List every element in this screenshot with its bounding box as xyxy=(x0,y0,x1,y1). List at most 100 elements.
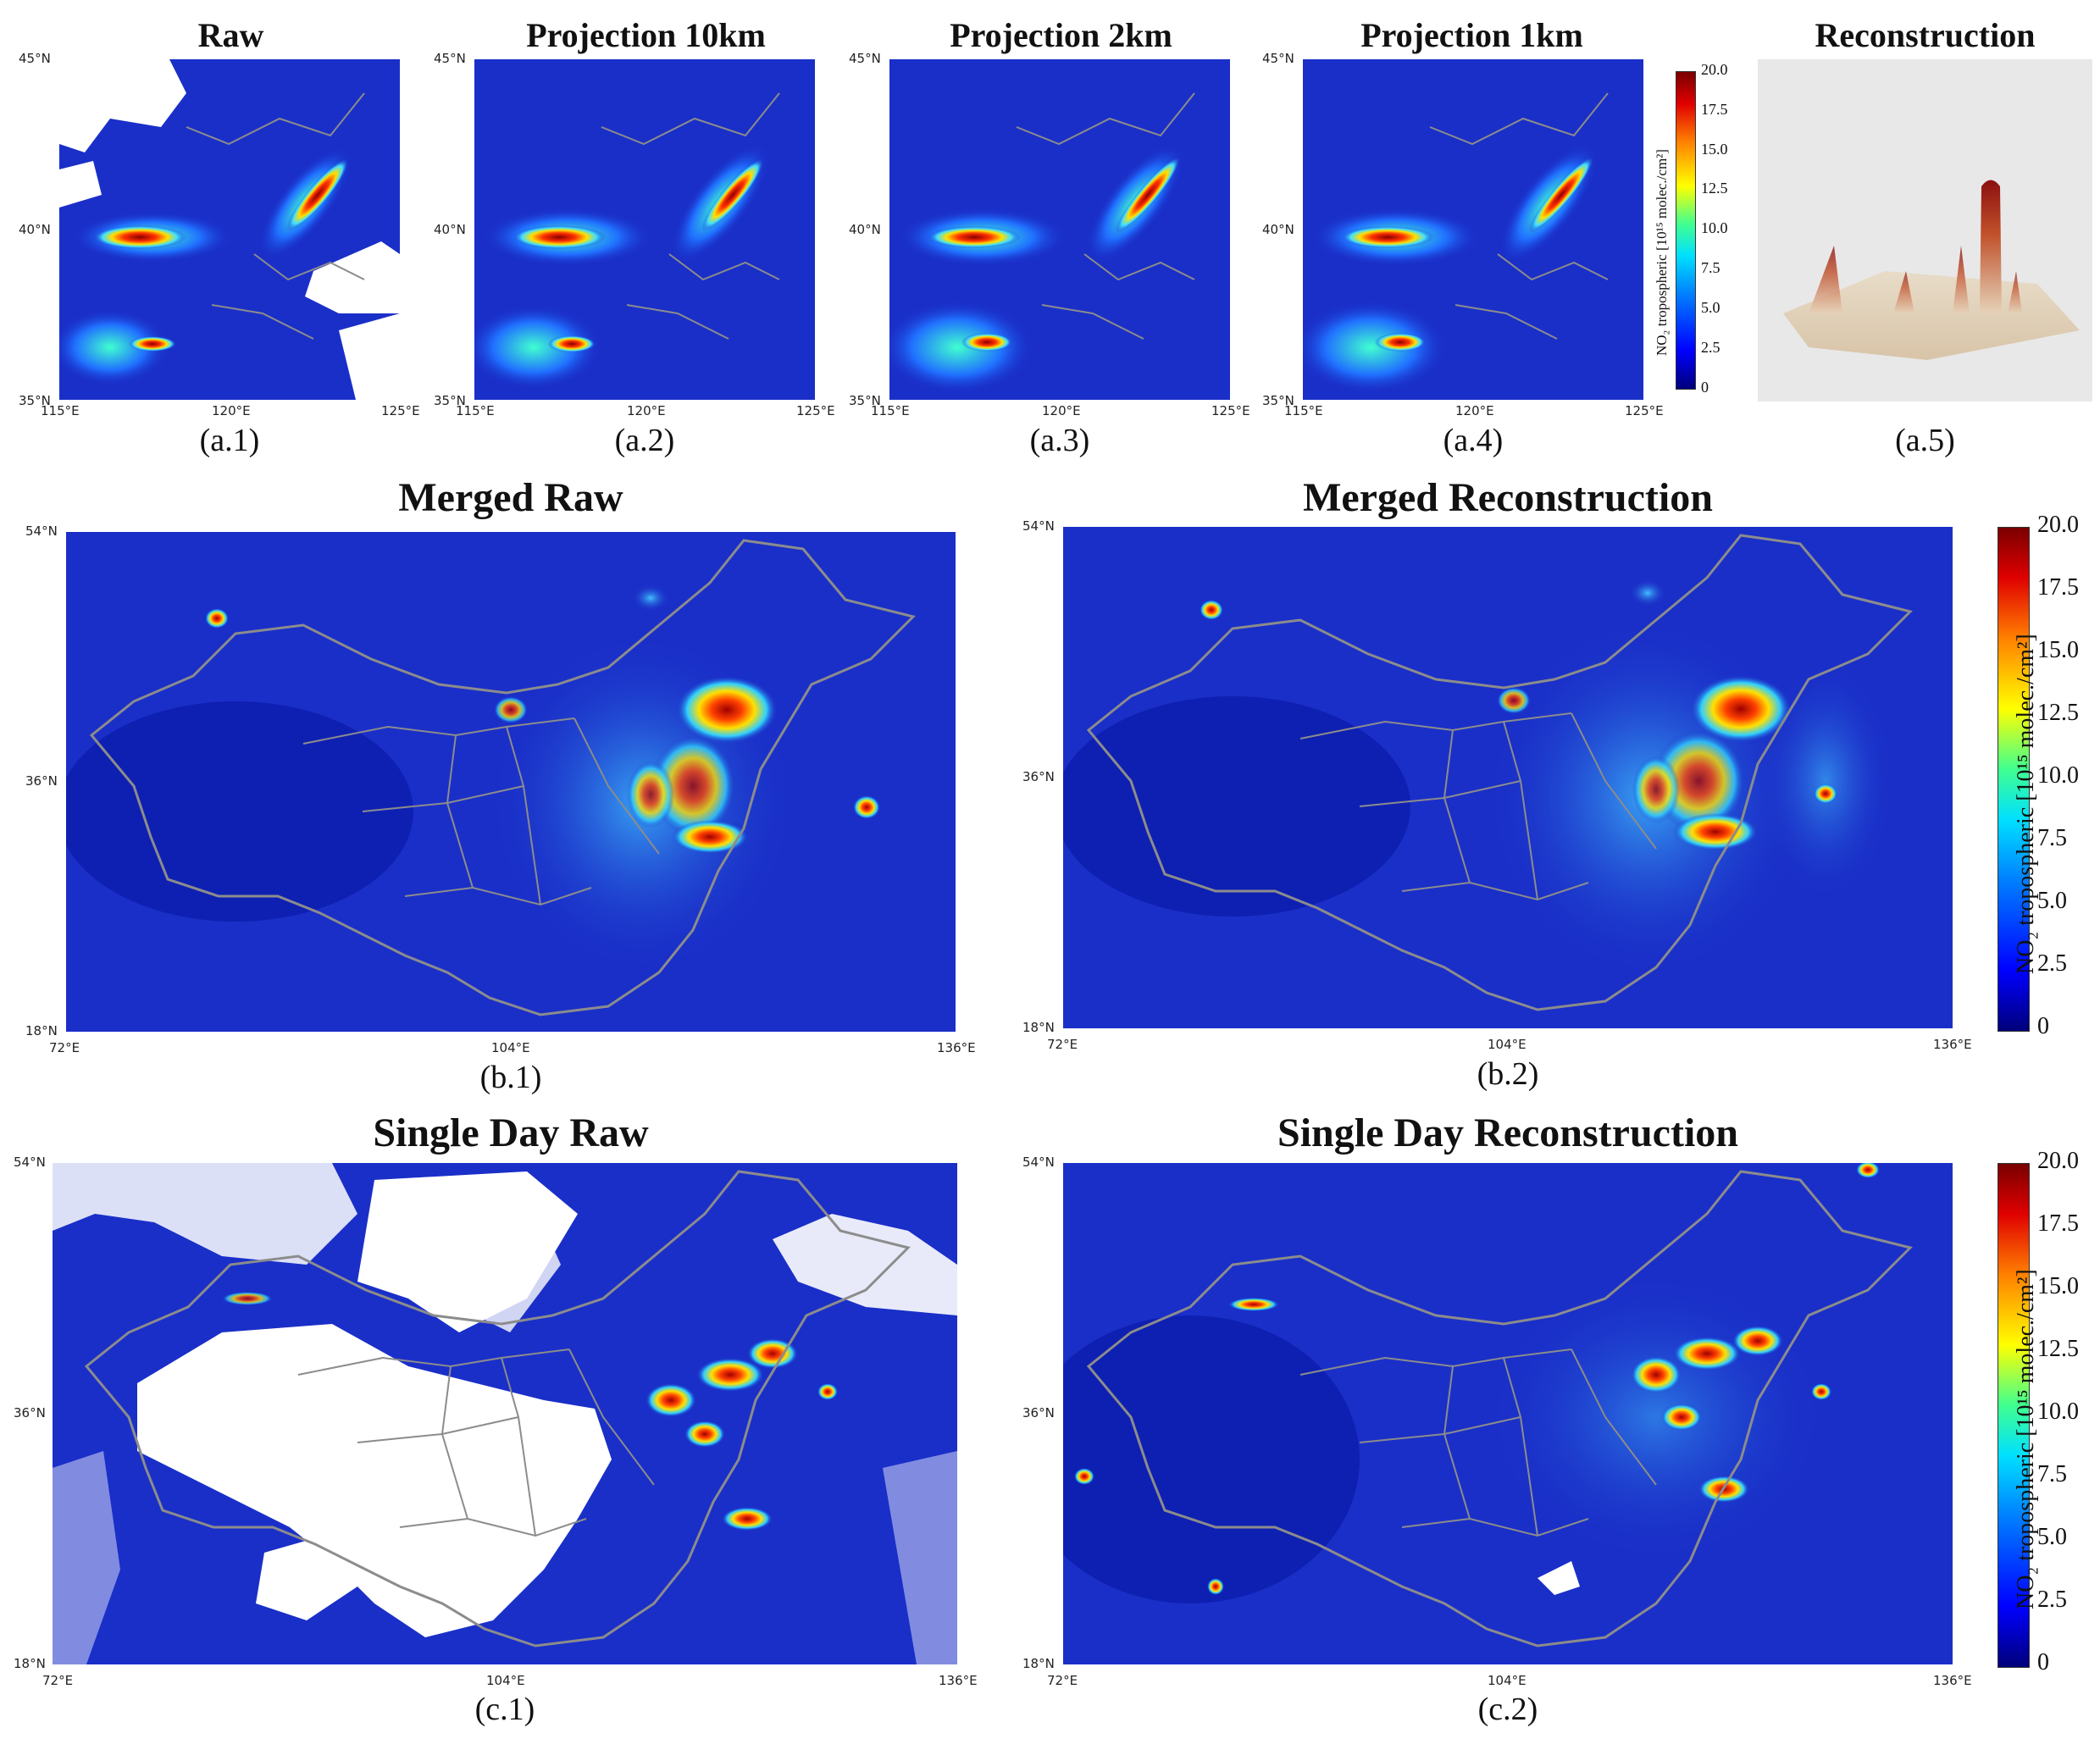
b1-lat-54: 54°N xyxy=(25,523,58,539)
map-a4-projection-1km xyxy=(1303,59,1643,400)
map-a2-svg xyxy=(474,92,780,390)
b2-lon-72: 72°E xyxy=(1047,1037,1078,1052)
map-a1-svg xyxy=(59,59,400,400)
a4-lon-125: 125°E xyxy=(1625,403,1664,418)
c2-lon-72: 72°E xyxy=(1047,1673,1078,1688)
a3-lon-120: 120°E xyxy=(1042,403,1081,418)
a3-lon-125: 125°E xyxy=(1211,403,1250,418)
cb-a-tick-10: 10.0 xyxy=(1701,219,1728,236)
panel-title-a3: Projection 2km xyxy=(950,16,1172,54)
a1-lon-115: 115°E xyxy=(41,403,80,418)
a3-lat-40: 40°N xyxy=(849,222,881,237)
colorbar-row-a-label: NO₂ tropospheric [10¹⁵ molec./cm²] xyxy=(1654,149,1670,356)
panel-title-c2: Single Day Reconstruction xyxy=(1277,1110,1738,1155)
map-b2-svg xyxy=(1063,527,1953,1028)
c1-lat-54: 54°N xyxy=(14,1155,46,1170)
cb-b-tick-0: 0 xyxy=(2037,1013,2049,1039)
caption-a5: (a.5) xyxy=(1895,423,1955,458)
c1-lon-104: 104°E xyxy=(486,1673,525,1688)
cb-b-tick-15: 15.0 xyxy=(2037,637,2079,663)
cb-a-tick-17: 17.5 xyxy=(1701,101,1728,118)
cb-a-tick-2: 2.5 xyxy=(1701,339,1720,356)
caption-c1: (c.1) xyxy=(474,1692,535,1727)
cb-c-tick-10: 10.0 xyxy=(2037,1398,2079,1425)
b2-lon-104: 104°E xyxy=(1488,1037,1527,1052)
cb-c-tick-20: 20.0 xyxy=(2037,1148,2079,1174)
cb-c-tick-12: 12.5 xyxy=(2037,1336,2079,1362)
c1-lon-136: 136°E xyxy=(939,1673,978,1688)
cb-a-tick-0: 0 xyxy=(1701,379,1709,396)
a4-lon-115: 115°E xyxy=(1284,403,1323,418)
b2-lat-54: 54°N xyxy=(1022,518,1055,534)
colorbar-row-a xyxy=(1676,71,1696,390)
a3-lat-35: 35°N xyxy=(849,393,881,408)
cb-c-tick-15: 15.0 xyxy=(2037,1273,2079,1299)
map-c2-svg xyxy=(1063,1163,1953,1664)
b1-lon-136: 136°E xyxy=(937,1040,976,1055)
map-b2-merged-reconstruction xyxy=(1063,527,1953,1028)
caption-a3: (a.3) xyxy=(1029,423,1090,458)
a4-lat-35: 35°N xyxy=(1262,393,1294,408)
cb-b-tick-10: 10.0 xyxy=(2037,762,2079,789)
a4-lat-45: 45°N xyxy=(1262,51,1294,66)
a2-lat-35: 35°N xyxy=(434,393,466,408)
c1-lat-36: 36°N xyxy=(14,1405,46,1420)
map-c2-single-day-reconstruction xyxy=(1063,1163,1953,1664)
caption-b2: (b.2) xyxy=(1477,1056,1539,1092)
reconstruction-3d-surface xyxy=(1758,59,2092,402)
a2-lat-40: 40°N xyxy=(434,222,466,237)
b2-lat-36: 36°N xyxy=(1022,769,1055,784)
a1-lat-35: 35°N xyxy=(19,393,51,408)
caption-a2: (a.2) xyxy=(614,423,675,458)
cb-c-tick-5: 5.0 xyxy=(2037,1524,2067,1550)
caption-a4: (a.4) xyxy=(1443,423,1504,458)
cb-b-tick-17: 17.5 xyxy=(2037,574,2079,601)
map-b1-merged-raw xyxy=(66,532,956,1032)
c2-lon-136: 136°E xyxy=(1933,1673,1972,1688)
colorbar-row-b-label: NO₂ tropospheric [10¹⁵ molec./cm²] xyxy=(2013,634,2039,974)
b1-lon-104: 104°E xyxy=(491,1040,530,1055)
caption-c2: (c.2) xyxy=(1477,1692,1538,1727)
cb-c-tick-7: 7.5 xyxy=(2037,1461,2067,1487)
panel-title-a1: Raw xyxy=(197,16,264,54)
colorbar-row-b xyxy=(1997,527,2030,1032)
a1-lon-120: 120°E xyxy=(212,403,251,418)
map-b1-svg xyxy=(66,532,956,1032)
c1-lat-18: 18°N xyxy=(14,1656,46,1671)
cb-c-tick-0: 0 xyxy=(2037,1649,2049,1675)
panel-title-a4: Projection 1km xyxy=(1360,16,1583,54)
cb-b-tick-20: 20.0 xyxy=(2037,512,2079,538)
a2-lon-120: 120°E xyxy=(627,403,666,418)
a1-lat-45: 45°N xyxy=(19,51,51,66)
b1-lat-18: 18°N xyxy=(25,1023,58,1038)
cb-c-tick-17: 17.5 xyxy=(2037,1210,2079,1237)
cb-a-tick-7: 7.5 xyxy=(1701,259,1720,276)
map-a3-svg xyxy=(889,92,1195,394)
caption-b1: (b.1) xyxy=(479,1060,542,1095)
map-a2-projection-10km xyxy=(474,59,815,400)
map-a3-projection-2km xyxy=(889,59,1230,400)
cb-b-tick-12: 12.5 xyxy=(2037,700,2079,726)
colorbar-row-c xyxy=(1997,1163,2030,1668)
panel-title-a2: Projection 10km xyxy=(526,16,766,54)
cb-a-tick-20: 20.0 xyxy=(1701,61,1728,78)
colorbar-row-c-label: NO₂ tropospheric [10¹⁵ molec./cm²] xyxy=(2013,1269,2039,1609)
a2-lat-45: 45°N xyxy=(434,51,466,66)
a4-lat-40: 40°N xyxy=(1262,222,1294,237)
a1-lat-40: 40°N xyxy=(19,222,51,237)
a3-lon-115: 115°E xyxy=(871,403,910,418)
cb-b-tick-2: 2.5 xyxy=(2037,950,2067,977)
map-a4-svg xyxy=(1303,92,1609,394)
map-c1-svg xyxy=(53,1163,957,1664)
c2-lon-104: 104°E xyxy=(1488,1673,1527,1688)
c2-lat-54: 54°N xyxy=(1022,1155,1055,1170)
a1-lon-125: 125°E xyxy=(381,403,420,418)
panel-title-c1: Single Day Raw xyxy=(373,1110,649,1155)
a2-lon-125: 125°E xyxy=(796,403,835,418)
cb-c-tick-2: 2.5 xyxy=(2037,1587,2067,1613)
a3-lat-45: 45°N xyxy=(849,51,881,66)
map-c1-single-day-raw xyxy=(53,1163,957,1664)
map-a1-raw xyxy=(59,59,400,400)
a2-lon-115: 115°E xyxy=(456,403,495,418)
b2-lon-136: 136°E xyxy=(1933,1037,1972,1052)
